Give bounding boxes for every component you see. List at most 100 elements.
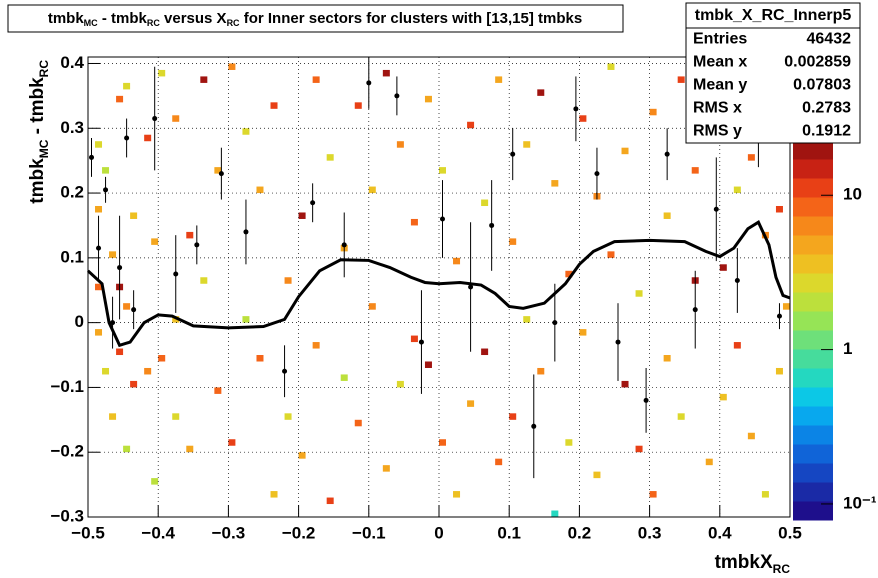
label-part: for Inner sectors for clusters with [13,… [240, 10, 583, 27]
heatmap-cell [747, 154, 755, 161]
title-box [7, 4, 624, 33]
subscript: MC [84, 18, 98, 28]
color-bar-segment [793, 178, 833, 198]
heatmap-cell [733, 342, 741, 349]
heatmap-cell [144, 134, 152, 142]
stats-value: 0.002859 [784, 54, 851, 71]
heatmap-cell [495, 76, 503, 83]
heatmap-cell [116, 95, 124, 103]
profile-point [366, 80, 372, 86]
heatmap-cell [228, 439, 236, 446]
heatmap-cell [579, 115, 587, 122]
stats-title: tmbk_X_RC_Innerp5 [695, 7, 852, 24]
heatmap-cell [172, 115, 180, 122]
heatmap-cell [621, 147, 629, 155]
heatmap-cell [439, 167, 446, 174]
y-tick-label: 0.3 [60, 118, 84, 137]
profile-point [468, 284, 474, 290]
heatmap-cell [382, 465, 390, 472]
profile-point [594, 171, 600, 177]
heatmap-cell [467, 400, 475, 407]
stats-box: tmbk_X_RC_Innerp5 Entries 46432 Mean x 0.002… [685, 2, 861, 144]
profile-point [573, 106, 579, 112]
heatmap-cell [453, 257, 461, 265]
label-part: tmbk [48, 10, 84, 27]
stats-value: 46432 [807, 31, 852, 48]
y-axis-label: tmbkMC - tmbkRC [27, 60, 51, 204]
heatmap-cell [537, 89, 545, 96]
heatmap-cell [123, 82, 131, 90]
x-tick-label: 0.1 [497, 523, 521, 542]
y-tick-label: −0.2 [50, 442, 84, 461]
stats-name: Entries [693, 31, 747, 48]
heatmap-cell [761, 491, 769, 498]
heatmap-cell [782, 303, 790, 310]
color-bar-segment [793, 254, 833, 274]
heatmap-cell [523, 141, 531, 148]
fit-curve [86, 220, 791, 348]
heatmap-cell [495, 458, 503, 466]
stats-name: Mean x [693, 54, 747, 71]
stats-frame [685, 2, 861, 144]
heatmap-cell [396, 141, 404, 148]
color-bar-segment [793, 368, 833, 388]
heatmap-cell [565, 270, 573, 278]
heatmap-cell [677, 76, 685, 83]
heatmap-cell [151, 478, 159, 485]
label-part: tmbkX [715, 552, 773, 573]
heatmap-cell [621, 380, 629, 388]
heatmap-cell [509, 238, 517, 245]
heatmap-cell [326, 154, 334, 161]
heatmap-cell [95, 329, 103, 336]
color-bar-segment [793, 330, 833, 350]
label-part: - tmbk [98, 10, 148, 27]
heatmap-cell [144, 367, 152, 375]
stats-name: RMS y [693, 123, 742, 140]
heatmap-cell [312, 342, 320, 349]
heatmap-cell [747, 432, 755, 440]
color-bar-segment [793, 406, 833, 426]
color-bar-segment [793, 463, 833, 483]
color-bar-segment [793, 235, 833, 255]
z-tick-label: 1 [843, 339, 852, 358]
profile-point [110, 320, 116, 326]
profile-point [173, 271, 179, 277]
heatmap-cell [649, 108, 657, 116]
color-bar-segment [793, 425, 833, 445]
heatmap-cell [95, 205, 103, 213]
heatmap-cell [410, 218, 418, 226]
x-tick-label: 0.4 [708, 523, 732, 542]
y-tick-label: −0.3 [50, 506, 84, 525]
heatmap-cell [368, 186, 376, 194]
profile-point [218, 171, 224, 177]
heatmap-cell [649, 491, 657, 498]
y-tick-label: −0.1 [50, 377, 84, 396]
color-bar: 10⁻¹ 1 10 [793, 140, 877, 521]
heatmap-cell [109, 413, 117, 420]
color-bar-segment [793, 197, 833, 217]
color-bar-segment [793, 273, 833, 293]
heatmap-cell [509, 413, 517, 420]
heatmap-cell [551, 510, 559, 517]
profile-point [489, 222, 495, 228]
y-tick-label: 0.2 [60, 183, 84, 202]
x-tick-label: −0.2 [282, 523, 316, 542]
profile-point [194, 242, 200, 248]
profile-point [643, 397, 649, 403]
stats-value: 0.2783 [802, 100, 851, 117]
subscript: RC [227, 18, 240, 28]
heatmap-cell [663, 212, 671, 219]
heatmap-cell [109, 251, 117, 258]
label-part: - tmbk [27, 77, 48, 140]
x-tick-label: 0.3 [638, 523, 662, 542]
heatmap-cell [284, 277, 292, 284]
heatmap-cell [775, 205, 783, 213]
color-bar-segment [793, 311, 833, 331]
profile-point [713, 206, 719, 212]
profile-point [531, 423, 537, 429]
profile-point [552, 320, 558, 326]
heatmap-cell [354, 419, 362, 427]
heatmap-cell [158, 69, 166, 77]
heatmap-cell [354, 102, 362, 109]
